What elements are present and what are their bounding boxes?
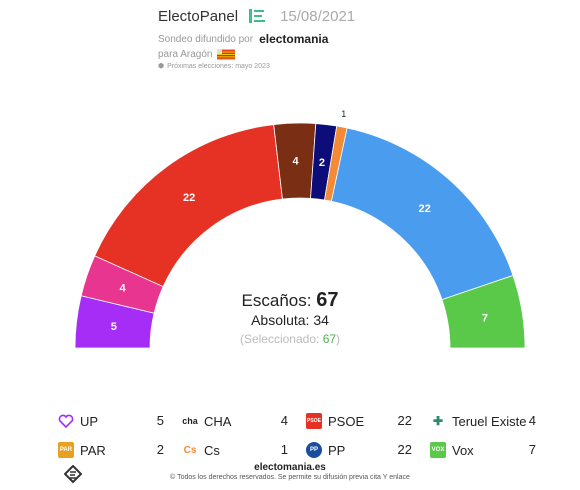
legend-seats: 7 xyxy=(528,442,536,457)
next-elections-label: Próximas elecciones: mayo 2023 xyxy=(167,62,270,70)
parliament-chart: 5 4 22 4 2 1 22 7 xyxy=(74,109,526,349)
selected-value: 67 xyxy=(322,332,337,346)
legend-seats: 1 xyxy=(280,442,288,457)
legend-label: Cs xyxy=(204,442,220,458)
poll-date: 15/08/2021 xyxy=(280,7,356,25)
majority-label: Absoluta: xyxy=(251,312,310,328)
teruel-existe-icon: ✚ xyxy=(430,413,446,429)
legend-item-pp[interactable]: PP PP xyxy=(306,442,345,458)
legend-item-teruel-existe[interactable]: ✚ Teruel Existe xyxy=(430,413,526,429)
seats-label: Escaños: xyxy=(241,291,312,310)
legend-item-cha[interactable]: cha CHA xyxy=(182,413,231,429)
legend-label: UP xyxy=(80,413,99,429)
region-label: para Aragón xyxy=(158,49,213,60)
electomania-logo-icon xyxy=(64,465,82,484)
legend-item-par[interactable]: PAR PAR xyxy=(58,442,106,458)
seats-total: Escaños: 67 xyxy=(190,289,390,312)
pp-logo-icon: PP xyxy=(306,442,322,458)
cha-logo-icon: cha xyxy=(182,413,198,429)
legend-label: Vox xyxy=(452,442,474,458)
seat-label: 4 xyxy=(119,283,126,295)
legend-item-cs[interactable]: Cs Cs xyxy=(182,442,220,458)
legend-item-psoe[interactable]: PSOE PSOE xyxy=(306,413,364,429)
legend-seats: 4 xyxy=(280,413,288,428)
footer: electomania.es © Todos los derechos rese… xyxy=(0,462,580,481)
legend-item-vox[interactable]: VOX Vox xyxy=(430,442,474,458)
majority: Absoluta: 34 xyxy=(190,312,390,328)
legend-item-up[interactable]: UP xyxy=(58,413,98,429)
selected-suffix: ) xyxy=(336,332,341,346)
published-by-label: Sondeo difundido por xyxy=(158,33,254,45)
legend: UP 5 cha CHA 4 PSOE PSOE 22 ✚ Teruel Exi… xyxy=(0,410,580,460)
legend-seats: 5 xyxy=(156,413,164,428)
ballot-icon: ⬢ xyxy=(158,63,165,70)
electopanel-logo-icon xyxy=(249,9,266,23)
vox-logo-icon: VOX xyxy=(430,442,446,458)
header: ElectoPanel 15/08/2021 Sondeo difundido … xyxy=(158,6,458,71)
par-logo-icon: PAR xyxy=(58,442,74,458)
seats-value: 67 xyxy=(316,289,339,311)
legend-seats: 2 xyxy=(156,442,164,457)
seat-label: 22 xyxy=(418,203,430,215)
psoe-logo-icon: PSOE xyxy=(306,413,322,429)
legend-label: Teruel Existe xyxy=(452,413,527,429)
seat-label: 2 xyxy=(319,157,325,169)
legend-seats: 22 xyxy=(397,413,412,428)
legend-seats: 4 xyxy=(528,413,536,428)
seat-label: 7 xyxy=(482,312,488,324)
footer-site: electomania.es xyxy=(254,462,326,473)
brand-title: ElectoPanel xyxy=(158,7,239,25)
seat-label: 4 xyxy=(293,156,300,168)
publisher-name: electomania xyxy=(259,32,329,46)
legend-label: PP xyxy=(328,442,346,458)
up-heart-icon xyxy=(58,414,74,429)
legend-label: CHA xyxy=(204,413,232,429)
seat-arc-psoe[interactable] xyxy=(94,124,283,288)
legend-label: PSOE xyxy=(328,413,365,429)
selected-prefix: (Seleccionado: xyxy=(239,332,320,346)
legend-label: PAR xyxy=(80,442,106,458)
majority-value: 34 xyxy=(313,312,329,328)
seat-arc-vox[interactable] xyxy=(441,274,526,349)
legend-seats: 22 xyxy=(397,442,412,457)
aragon-flag-icon xyxy=(216,49,235,60)
seat-label: 22 xyxy=(183,192,195,204)
cs-logo-icon: Cs xyxy=(182,442,198,458)
seat-label: 1 xyxy=(341,109,346,119)
selected: (Seleccionado: 67) xyxy=(190,332,390,346)
footer-copyright: © Todos los derechos reservados. Se perm… xyxy=(170,474,410,481)
seat-label: 5 xyxy=(111,321,117,333)
